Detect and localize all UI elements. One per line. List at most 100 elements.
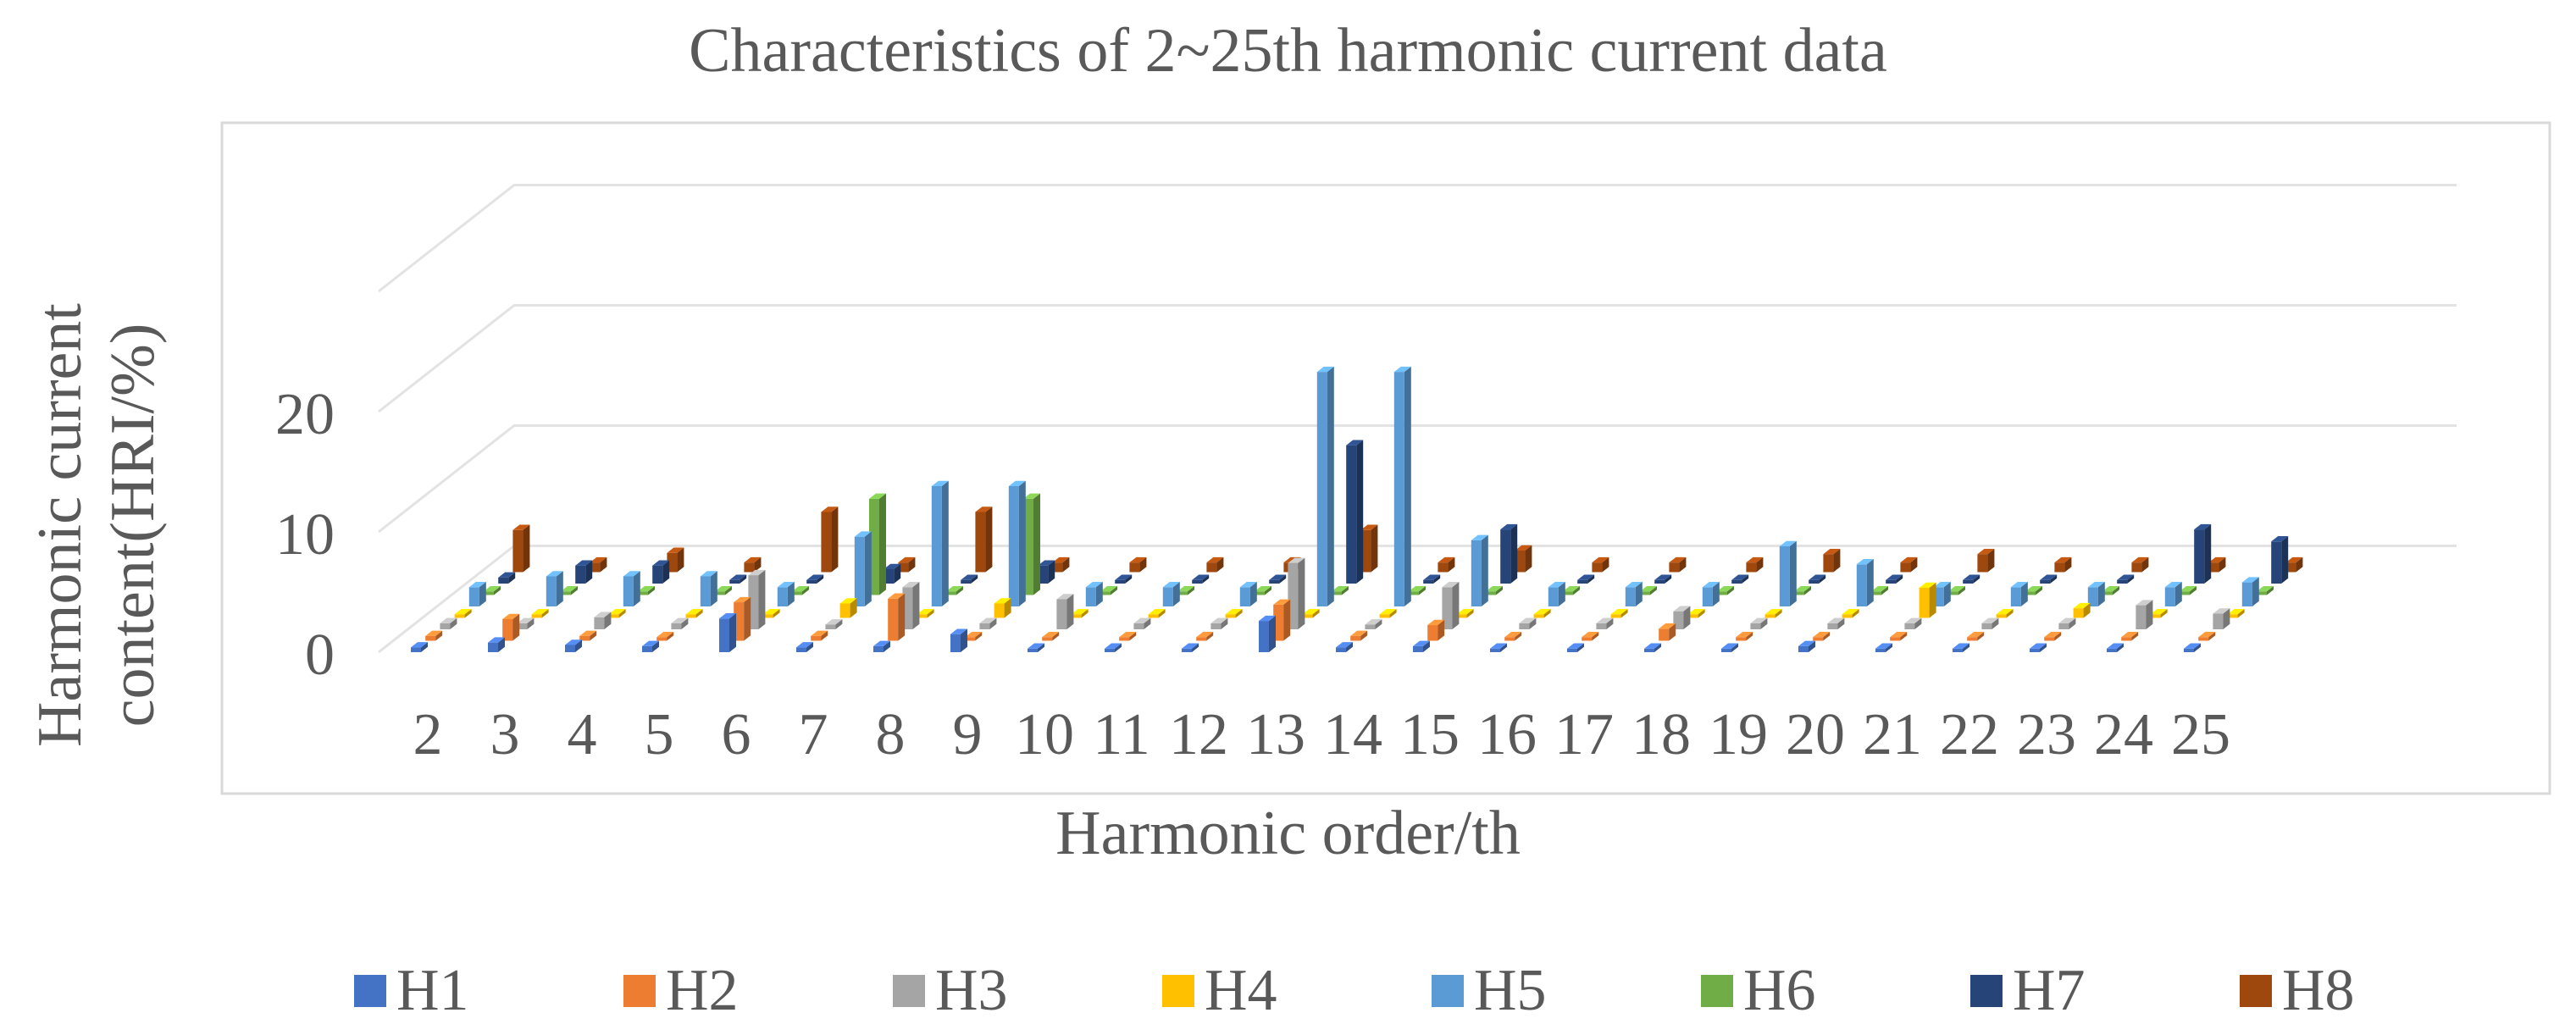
legend-swatch: [354, 975, 386, 1007]
x-tick-label: 23: [2017, 702, 2076, 767]
legend-item-H1: H1: [354, 953, 469, 1029]
legend-swatch: [1432, 975, 1464, 1007]
bar-H6-19: [1794, 586, 1811, 595]
bar-H7-3: [575, 560, 593, 584]
legend: H1 H2 H3 H4 H5 H6 H7 H8: [0, 953, 2576, 1029]
bar-H2-10: [1042, 632, 1060, 641]
x-tick-label: 20: [1786, 702, 1845, 767]
bar-H4-9: [994, 598, 1011, 618]
bar-H8-19: [1823, 548, 1841, 573]
bar-H7-20: [1886, 574, 1903, 584]
bar-H4-3: [531, 609, 549, 618]
bar-H2-20: [1813, 632, 1831, 641]
bar-H3-10: [1056, 594, 1074, 629]
bar-H4-4: [608, 609, 626, 618]
bar-H7-25: [2271, 536, 2289, 584]
bar-H1-4: [565, 639, 582, 652]
x-tick-label: 9: [953, 702, 983, 767]
bar-H5-6: [777, 582, 795, 606]
bar-H5-10: [1085, 582, 1103, 606]
bar-H1-2: [411, 642, 428, 652]
bar-H3-15: [1442, 582, 1460, 629]
bar-H8-20: [1900, 556, 1918, 573]
bar-H8-13: [1360, 524, 1378, 573]
bar-H6-8: [946, 586, 963, 595]
bar-H2-25: [2198, 632, 2216, 641]
bar-H8-22: [2054, 556, 2072, 573]
bar-H6-7: [869, 493, 886, 595]
bar-H6-18: [1717, 586, 1734, 595]
bar-H6-25: [2257, 586, 2274, 595]
bar-H7-21: [1963, 574, 1980, 584]
bar-H5-20: [1856, 559, 1874, 606]
bar-H8-2: [512, 524, 530, 573]
bar-H3-8: [902, 582, 920, 629]
bar-H8-7: [898, 556, 916, 573]
bar-H3-17: [1596, 617, 1614, 629]
bar-H6-23: [2102, 586, 2119, 595]
bar-H7-22: [2040, 574, 2058, 584]
bar-H2-23: [2044, 632, 2062, 641]
bar-H2-3: [502, 613, 520, 641]
bar-H6-10: [1100, 586, 1117, 595]
bar-H1-16: [1490, 643, 1507, 652]
bar-H2-15: [1427, 619, 1445, 641]
plot-area-border: [220, 121, 2551, 795]
bar-H2-19: [1736, 632, 1753, 641]
bar-H2-13: [1273, 599, 1291, 641]
legend-label: H2: [666, 958, 739, 1023]
y-axis-label: Harmonic current content(HRI/%): [25, 303, 168, 747]
x-tick-label: 10: [1015, 702, 1074, 767]
bar-H3-6: [748, 569, 766, 629]
bar-H5-17: [1625, 582, 1643, 606]
bar-H5-4: [623, 571, 640, 606]
bar-H1-12: [1182, 643, 1199, 652]
bar-H4-25: [2227, 609, 2245, 618]
x-tick-label: 11: [1093, 702, 1150, 767]
bar-H5-11: [1162, 582, 1180, 606]
bar-H5-2: [468, 582, 486, 606]
x-tick-label: 13: [1246, 702, 1305, 767]
bar-H2-17: [1582, 632, 1599, 641]
bar-H3-12: [1210, 617, 1228, 629]
legend-swatch: [1162, 975, 1194, 1007]
bar-H7-24: [2194, 523, 2212, 584]
legend-label: H8: [2282, 958, 2355, 1023]
bar-H5-24: [2164, 582, 2182, 606]
bar-H1-11: [1105, 643, 1122, 652]
bar-H1-9: [950, 628, 967, 652]
bar-H3-4: [594, 612, 612, 629]
bar-H8-24: [2208, 556, 2226, 573]
bar-H2-5: [656, 632, 674, 641]
bar-H2-6: [734, 596, 751, 641]
bar-H6-3: [561, 586, 578, 595]
bar-H1-18: [1644, 643, 1661, 652]
bar-H5-3: [546, 571, 563, 606]
bar-H2-21: [1890, 632, 1908, 641]
bar-H1-5: [642, 640, 659, 652]
bar-H4-8: [917, 609, 934, 618]
x-tick-label: 4: [568, 702, 597, 767]
bar-H8-17: [1669, 556, 1687, 573]
x-tick-label: 24: [2094, 702, 2153, 767]
legend-swatch: [2240, 975, 2272, 1007]
bar-H8-5: [744, 556, 762, 573]
bar-H3-22: [1981, 617, 1999, 629]
bar-H5-22: [2010, 582, 2028, 606]
bar-H6-14: [1409, 586, 1426, 595]
legend-item-H5: H5: [1432, 953, 1547, 1029]
bar-H8-21: [1977, 548, 1995, 573]
bar-H3-2: [440, 617, 457, 629]
bar-H4-5: [685, 609, 703, 618]
bar-H6-20: [1871, 586, 1888, 595]
x-tick-label: 19: [1709, 702, 1768, 767]
bar-H3-9: [979, 617, 997, 629]
x-tick-label: 7: [799, 702, 828, 767]
bar-H6-17: [1640, 586, 1657, 595]
bar-H8-25: [2285, 556, 2303, 573]
bar-H5-12: [1239, 582, 1257, 606]
bar-H7-10: [1115, 574, 1133, 584]
bar-H1-25: [2184, 643, 2201, 652]
bar-H7-11: [1192, 574, 1210, 584]
